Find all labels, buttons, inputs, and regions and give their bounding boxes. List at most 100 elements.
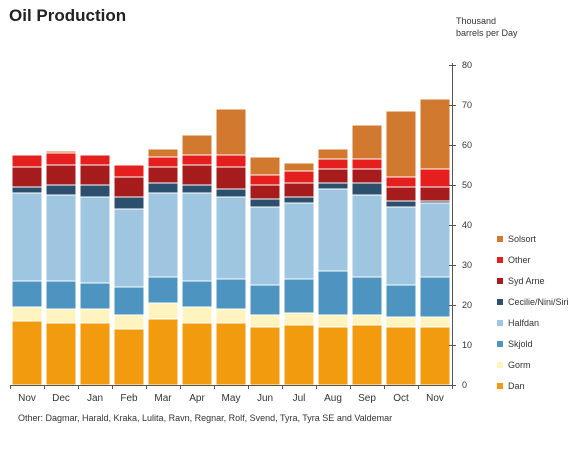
x-tick-label: Feb — [120, 393, 138, 404]
legend-label: Other — [508, 255, 531, 265]
bar-skjold-9 — [317, 270, 349, 316]
bar-syd-arne-11 — [385, 186, 417, 202]
bar-syd-arne-12 — [419, 186, 451, 202]
bars-layer — [11, 98, 451, 386]
bar-dan-6 — [215, 322, 247, 386]
bar-skjold-1 — [45, 280, 77, 310]
bar-other-10 — [351, 158, 383, 170]
bar-other-4 — [147, 156, 179, 168]
bar-halfdan-0 — [11, 192, 43, 282]
bar-halfdan-2 — [79, 196, 111, 284]
x-tick-label: Apr — [189, 393, 205, 404]
x-tick-label: Dec — [52, 393, 70, 404]
bar-dan-8 — [283, 324, 315, 386]
legend-label: Halfdan — [508, 318, 539, 328]
bar-cecilie-nini-siri-4 — [147, 182, 179, 194]
bar-skjold-4 — [147, 276, 179, 304]
legend-swatch — [497, 383, 503, 389]
bar-cecilie-nini-siri-1 — [45, 184, 77, 196]
bar-cecilie-nini-siri-2 — [79, 184, 111, 198]
bar-syd-arne-10 — [351, 168, 383, 184]
y-tick-label: 30 — [462, 260, 472, 270]
x-tick-label: Nov — [18, 393, 36, 404]
bar-solsort-4 — [147, 148, 179, 158]
bar-halfdan-7 — [249, 206, 281, 286]
bar-solsort-6 — [215, 108, 247, 156]
bar-halfdan-5 — [181, 192, 213, 282]
y-tick-label: 0 — [462, 380, 467, 390]
bar-halfdan-12 — [419, 202, 451, 278]
bar-other-5 — [181, 154, 213, 166]
y-tick-label: 10 — [462, 340, 472, 350]
bar-skjold-2 — [79, 282, 111, 310]
y-axis-unit-label: Thousand barrels per Day — [456, 16, 518, 38]
bar-halfdan-9 — [317, 188, 349, 272]
bar-dan-1 — [45, 322, 77, 386]
oil-production-chart: 0 10 20 30 40 50 60 70 80 Nov Dec Jan Feb Mar Apr May Ju… — [10, 60, 569, 404]
y-tick-label: 70 — [462, 100, 472, 110]
bar-dan-10 — [351, 324, 383, 386]
bar-halfdan-11 — [385, 206, 417, 286]
legend-swatch — [497, 278, 503, 284]
legend-swatch — [497, 320, 503, 326]
bar-solsort-10 — [351, 124, 383, 160]
y-tick-label: 80 — [462, 60, 472, 70]
bar-halfdan-6 — [215, 196, 247, 280]
bar-other-2 — [79, 154, 111, 166]
bar-other-0 — [11, 154, 43, 168]
bar-dan-11 — [385, 326, 417, 386]
bar-skjold-10 — [351, 276, 383, 316]
bar-halfdan-4 — [147, 192, 179, 278]
bar-other-12 — [419, 168, 451, 188]
legend-label: Cecilie/Nini/Siri — [508, 297, 569, 307]
bar-other-11 — [385, 176, 417, 188]
x-tick-label: Oct — [393, 393, 409, 404]
bar-halfdan-8 — [283, 202, 315, 280]
bar-skjold-5 — [181, 280, 213, 308]
legend-label: Gorm — [508, 360, 531, 370]
bar-syd-arne-3 — [113, 176, 145, 198]
bar-dan-3 — [113, 328, 145, 386]
legend: Solsort Other Syd Arne Cecilie/Nini/Siri Hal… — [497, 234, 569, 391]
bar-cecilie-nini-siri-10 — [351, 182, 383, 196]
bar-skjold-0 — [11, 280, 43, 308]
bar-solsort-7 — [249, 156, 281, 176]
bar-gorm-10 — [351, 314, 383, 326]
x-tick-label: Jan — [87, 393, 103, 404]
bar-dan-0 — [11, 320, 43, 386]
y-tick-label: 50 — [462, 180, 472, 190]
bar-syd-arne-5 — [181, 164, 213, 186]
bar-solsort-12 — [419, 98, 451, 170]
legend-label: Solsort — [508, 234, 537, 244]
legend-label: Syd Arne — [508, 276, 545, 286]
bar-gorm-3 — [113, 314, 145, 330]
bar-solsort-9 — [317, 148, 349, 160]
y-tick-label: 60 — [462, 140, 472, 150]
bar-dan-5 — [181, 322, 213, 386]
bar-gorm-7 — [249, 314, 281, 328]
legend-swatch — [497, 257, 503, 263]
bar-skjold-12 — [419, 276, 451, 318]
legend-swatch — [497, 299, 503, 305]
bar-gorm-1 — [45, 308, 77, 324]
bar-gorm-12 — [419, 316, 451, 328]
bar-gorm-0 — [11, 306, 43, 322]
bar-cecilie-nini-siri-7 — [249, 198, 281, 208]
bar-gorm-9 — [317, 314, 349, 328]
bar-gorm-5 — [181, 306, 213, 324]
bar-halfdan-3 — [113, 208, 145, 288]
bar-dan-4 — [147, 318, 179, 386]
bar-solsort-8 — [283, 162, 315, 172]
bar-syd-arne-8 — [283, 182, 315, 198]
bar-syd-arne-6 — [215, 166, 247, 190]
bar-syd-arne-2 — [79, 164, 111, 186]
bar-solsort-5 — [181, 134, 213, 156]
bar-syd-arne-9 — [317, 168, 349, 184]
bar-other-3 — [113, 164, 145, 178]
axes-layer: 0 10 20 30 40 50 60 70 80 Nov Dec Jan Feb Mar Apr May Ju… — [10, 60, 472, 404]
bar-syd-arne-7 — [249, 184, 281, 200]
legend-label: Dan — [508, 381, 525, 391]
x-tick-label: Nov — [426, 393, 444, 404]
bar-gorm-11 — [385, 316, 417, 328]
bar-cecilie-nini-siri-0 — [11, 186, 43, 194]
